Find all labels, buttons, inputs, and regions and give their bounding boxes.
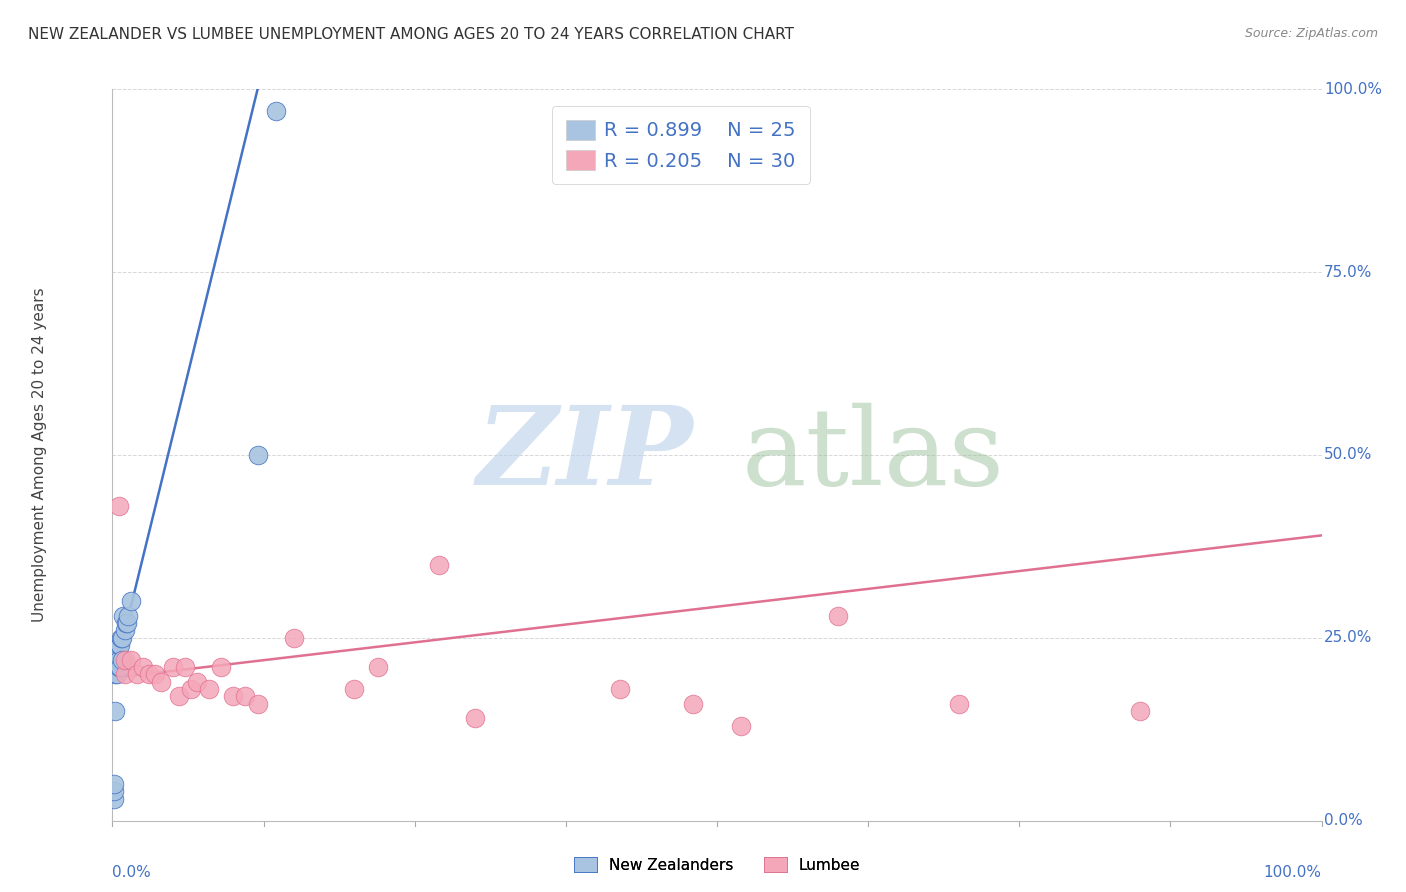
Point [682,697,704,711]
Point [246,697,269,711]
Point [104,704,127,718]
Point [209,660,232,674]
Point [264,104,287,119]
Point [108,660,131,674]
Point [186,674,208,689]
Point [246,448,269,462]
Point [114,653,136,667]
Point [104,667,127,681]
Text: atlas: atlas [741,402,1004,508]
Point [138,667,160,681]
Point [103,784,125,798]
Point [107,638,129,652]
Point [143,667,166,681]
Text: NEW ZEALANDER VS LUMBEE UNEMPLOYMENT AMONG AGES 20 TO 24 YEARS CORRELATION CHART: NEW ZEALANDER VS LUMBEE UNEMPLOYMENT AMO… [28,27,794,42]
Text: 100.0%: 100.0% [1264,864,1322,880]
Point [180,681,202,696]
Point [198,681,221,696]
Text: 25.0%: 25.0% [1324,631,1372,645]
Text: 0.0%: 0.0% [1324,814,1362,828]
Point [108,638,131,652]
Point [609,681,631,696]
Point [103,791,125,805]
Point [125,667,148,681]
Point [235,690,257,704]
Point [730,718,752,732]
Text: 75.0%: 75.0% [1324,265,1372,279]
Text: ZIP: ZIP [477,401,693,508]
Point [105,653,128,667]
Point [103,777,125,791]
Point [107,660,129,674]
Point [112,608,135,623]
Point [110,631,132,645]
Legend: New Zealanders, Lumbee: New Zealanders, Lumbee [568,851,866,879]
Point [114,667,136,681]
Point [367,660,389,674]
Text: Source: ZipAtlas.com: Source: ZipAtlas.com [1244,27,1378,40]
Point [132,660,155,674]
Point [162,660,184,674]
Point [114,616,136,631]
Point [107,653,129,667]
Text: Unemployment Among Ages 20 to 24 years: Unemployment Among Ages 20 to 24 years [32,287,48,623]
Point [149,674,172,689]
Point [948,697,970,711]
Point [174,660,197,674]
Point [827,608,849,623]
Point [167,690,190,704]
Point [105,638,128,652]
Point [111,631,134,645]
Point [343,681,366,696]
Point [105,667,128,681]
Point [427,558,450,572]
Text: 100.0%: 100.0% [1324,82,1382,96]
Text: 0.0%: 0.0% [112,864,152,880]
Point [1129,704,1152,718]
Point [107,499,129,513]
Point [120,594,142,608]
Point [283,631,305,645]
Point [120,653,142,667]
Point [105,645,128,659]
Text: 50.0%: 50.0% [1324,448,1372,462]
Point [111,653,134,667]
Point [117,608,139,623]
Point [222,690,245,704]
Point [115,616,138,631]
Point [114,624,136,638]
Point [464,711,486,725]
